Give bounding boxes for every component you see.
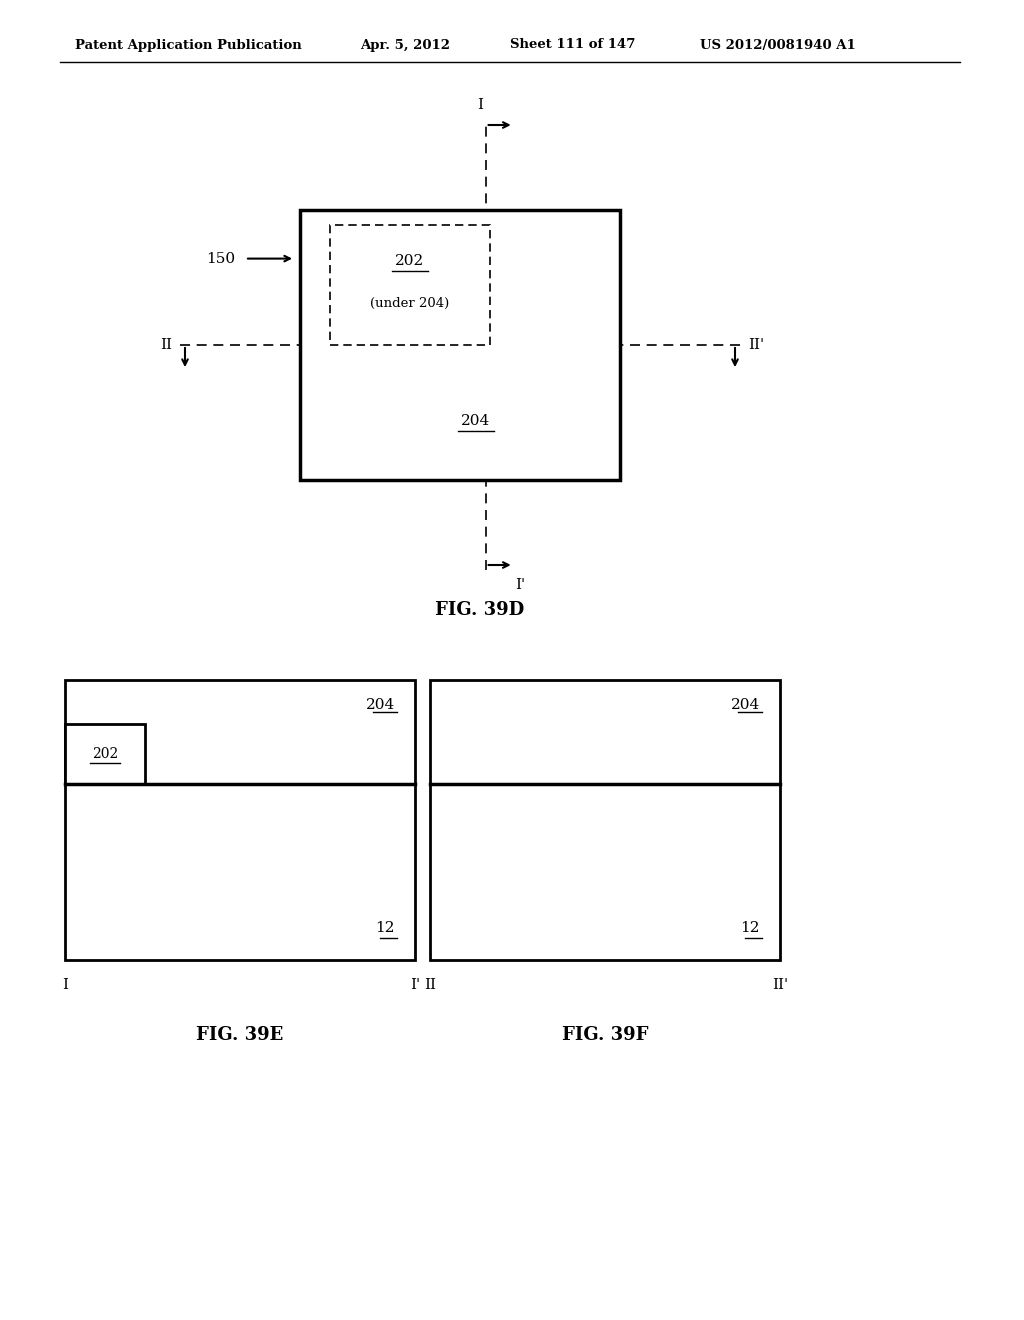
Text: I': I' (516, 578, 525, 591)
Text: Patent Application Publication: Patent Application Publication (75, 38, 302, 51)
Text: I': I' (410, 978, 420, 993)
Text: 204: 204 (366, 698, 395, 711)
Text: II: II (160, 338, 172, 352)
Text: 204: 204 (731, 698, 760, 711)
Text: II: II (424, 978, 436, 993)
Text: Apr. 5, 2012: Apr. 5, 2012 (360, 38, 450, 51)
Text: 202: 202 (395, 253, 425, 268)
Text: (under 204): (under 204) (371, 297, 450, 309)
Text: II': II' (748, 338, 764, 352)
Text: 12: 12 (376, 921, 395, 935)
Text: FIG. 39D: FIG. 39D (435, 601, 524, 619)
Text: I: I (477, 98, 483, 112)
Bar (65, 680, 415, 960)
Text: 150: 150 (206, 252, 234, 265)
Bar (65, 723, 145, 784)
Text: 12: 12 (740, 921, 760, 935)
Text: US 2012/0081940 A1: US 2012/0081940 A1 (700, 38, 856, 51)
Text: Sheet 111 of 147: Sheet 111 of 147 (510, 38, 635, 51)
Text: II': II' (772, 978, 788, 993)
Bar (430, 680, 780, 960)
Bar (330, 224, 490, 345)
Text: 202: 202 (92, 747, 118, 760)
Bar (300, 210, 620, 480)
Text: FIG. 39E: FIG. 39E (197, 1026, 284, 1044)
Text: FIG. 39F: FIG. 39F (562, 1026, 648, 1044)
Text: 204: 204 (462, 413, 490, 428)
Text: I: I (62, 978, 68, 993)
